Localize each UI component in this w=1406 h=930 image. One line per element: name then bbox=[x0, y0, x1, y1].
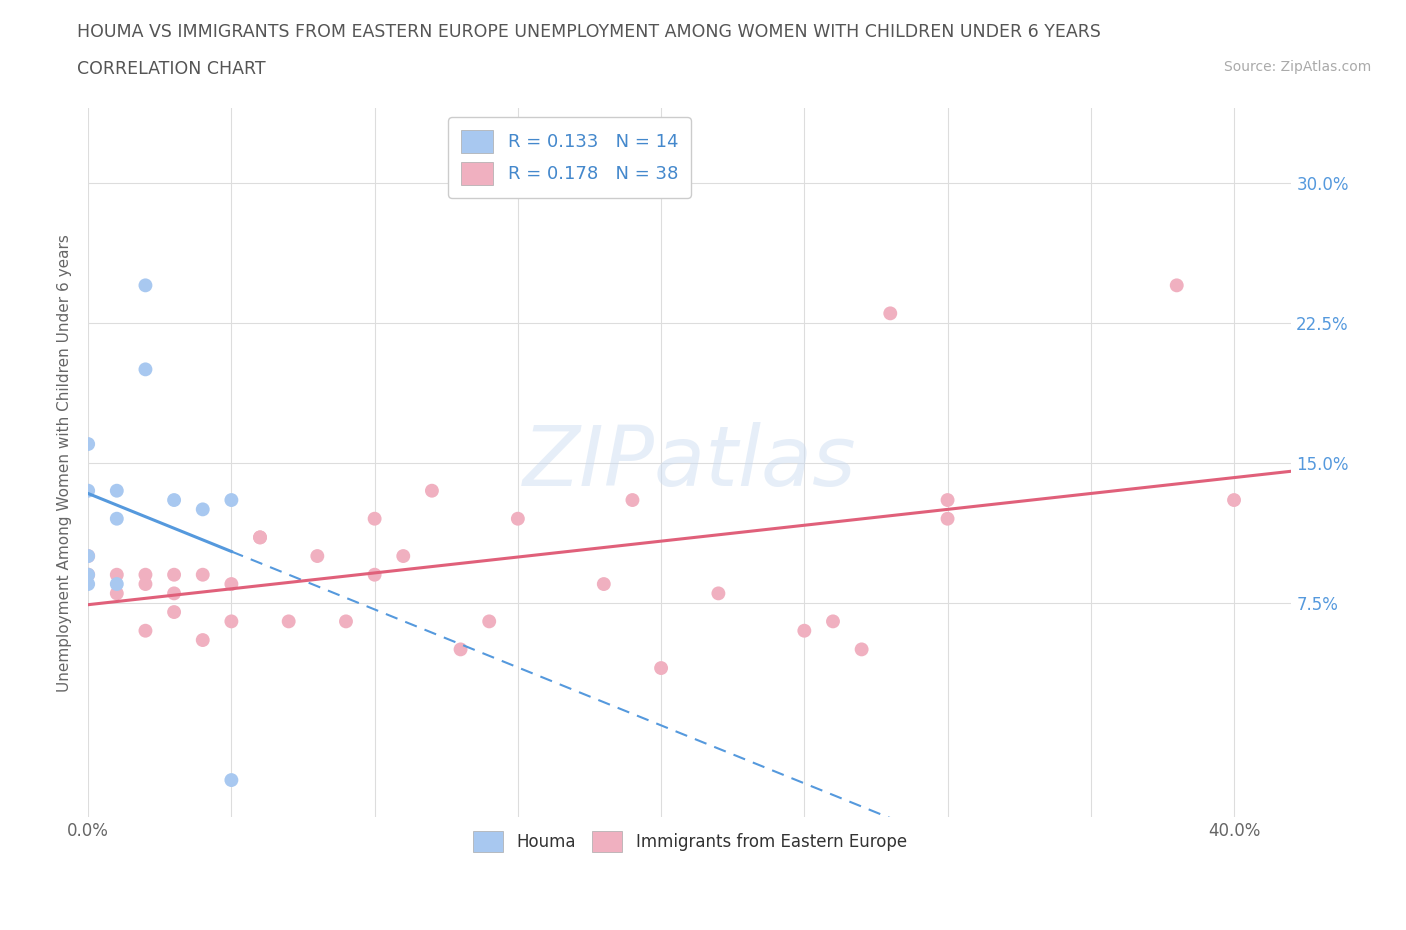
Point bbox=[221, 493, 243, 508]
Point bbox=[793, 623, 815, 638]
Point bbox=[77, 549, 100, 564]
Point bbox=[134, 623, 156, 638]
Point bbox=[1223, 493, 1246, 508]
Point bbox=[221, 614, 243, 629]
Point bbox=[392, 549, 415, 564]
Text: CORRELATION CHART: CORRELATION CHART bbox=[77, 60, 266, 78]
Point bbox=[650, 660, 672, 675]
Point bbox=[105, 586, 128, 601]
Point bbox=[879, 306, 901, 321]
Point bbox=[163, 493, 186, 508]
Text: ZIPatlas: ZIPatlas bbox=[523, 422, 856, 503]
Point bbox=[77, 549, 100, 564]
Point bbox=[249, 530, 271, 545]
Point bbox=[450, 642, 472, 657]
Text: HOUMA VS IMMIGRANTS FROM EASTERN EUROPE UNEMPLOYMENT AMONG WOMEN WITH CHILDREN U: HOUMA VS IMMIGRANTS FROM EASTERN EUROPE … bbox=[77, 23, 1101, 41]
Point bbox=[592, 577, 614, 591]
Point bbox=[420, 484, 443, 498]
Point bbox=[105, 512, 128, 526]
Point bbox=[134, 567, 156, 582]
Point bbox=[221, 773, 243, 788]
Point bbox=[478, 614, 501, 629]
Point bbox=[335, 614, 357, 629]
Point bbox=[851, 642, 873, 657]
Point bbox=[77, 436, 100, 451]
Point bbox=[105, 577, 128, 591]
Point bbox=[77, 484, 100, 498]
Point bbox=[363, 567, 385, 582]
Point bbox=[821, 614, 844, 629]
Y-axis label: Unemployment Among Women with Children Under 6 years: Unemployment Among Women with Children U… bbox=[58, 233, 72, 692]
Point bbox=[105, 484, 128, 498]
Point bbox=[506, 512, 529, 526]
Point bbox=[77, 577, 100, 591]
Point bbox=[277, 614, 299, 629]
Point bbox=[163, 586, 186, 601]
Point bbox=[1166, 278, 1188, 293]
Point bbox=[191, 502, 214, 517]
Point bbox=[77, 567, 100, 582]
Point bbox=[936, 512, 959, 526]
Point bbox=[707, 586, 730, 601]
Point bbox=[105, 567, 128, 582]
Legend: Houma, Immigrants from Eastern Europe: Houma, Immigrants from Eastern Europe bbox=[467, 824, 914, 858]
Point bbox=[363, 512, 385, 526]
Point bbox=[191, 567, 214, 582]
Point bbox=[134, 278, 156, 293]
Point bbox=[221, 577, 243, 591]
Text: Source: ZipAtlas.com: Source: ZipAtlas.com bbox=[1223, 60, 1371, 74]
Point bbox=[191, 632, 214, 647]
Point bbox=[621, 493, 644, 508]
Point bbox=[307, 549, 329, 564]
Point bbox=[163, 567, 186, 582]
Point bbox=[134, 577, 156, 591]
Point bbox=[77, 567, 100, 582]
Point bbox=[163, 604, 186, 619]
Point bbox=[936, 493, 959, 508]
Point bbox=[249, 530, 271, 545]
Point bbox=[134, 362, 156, 377]
